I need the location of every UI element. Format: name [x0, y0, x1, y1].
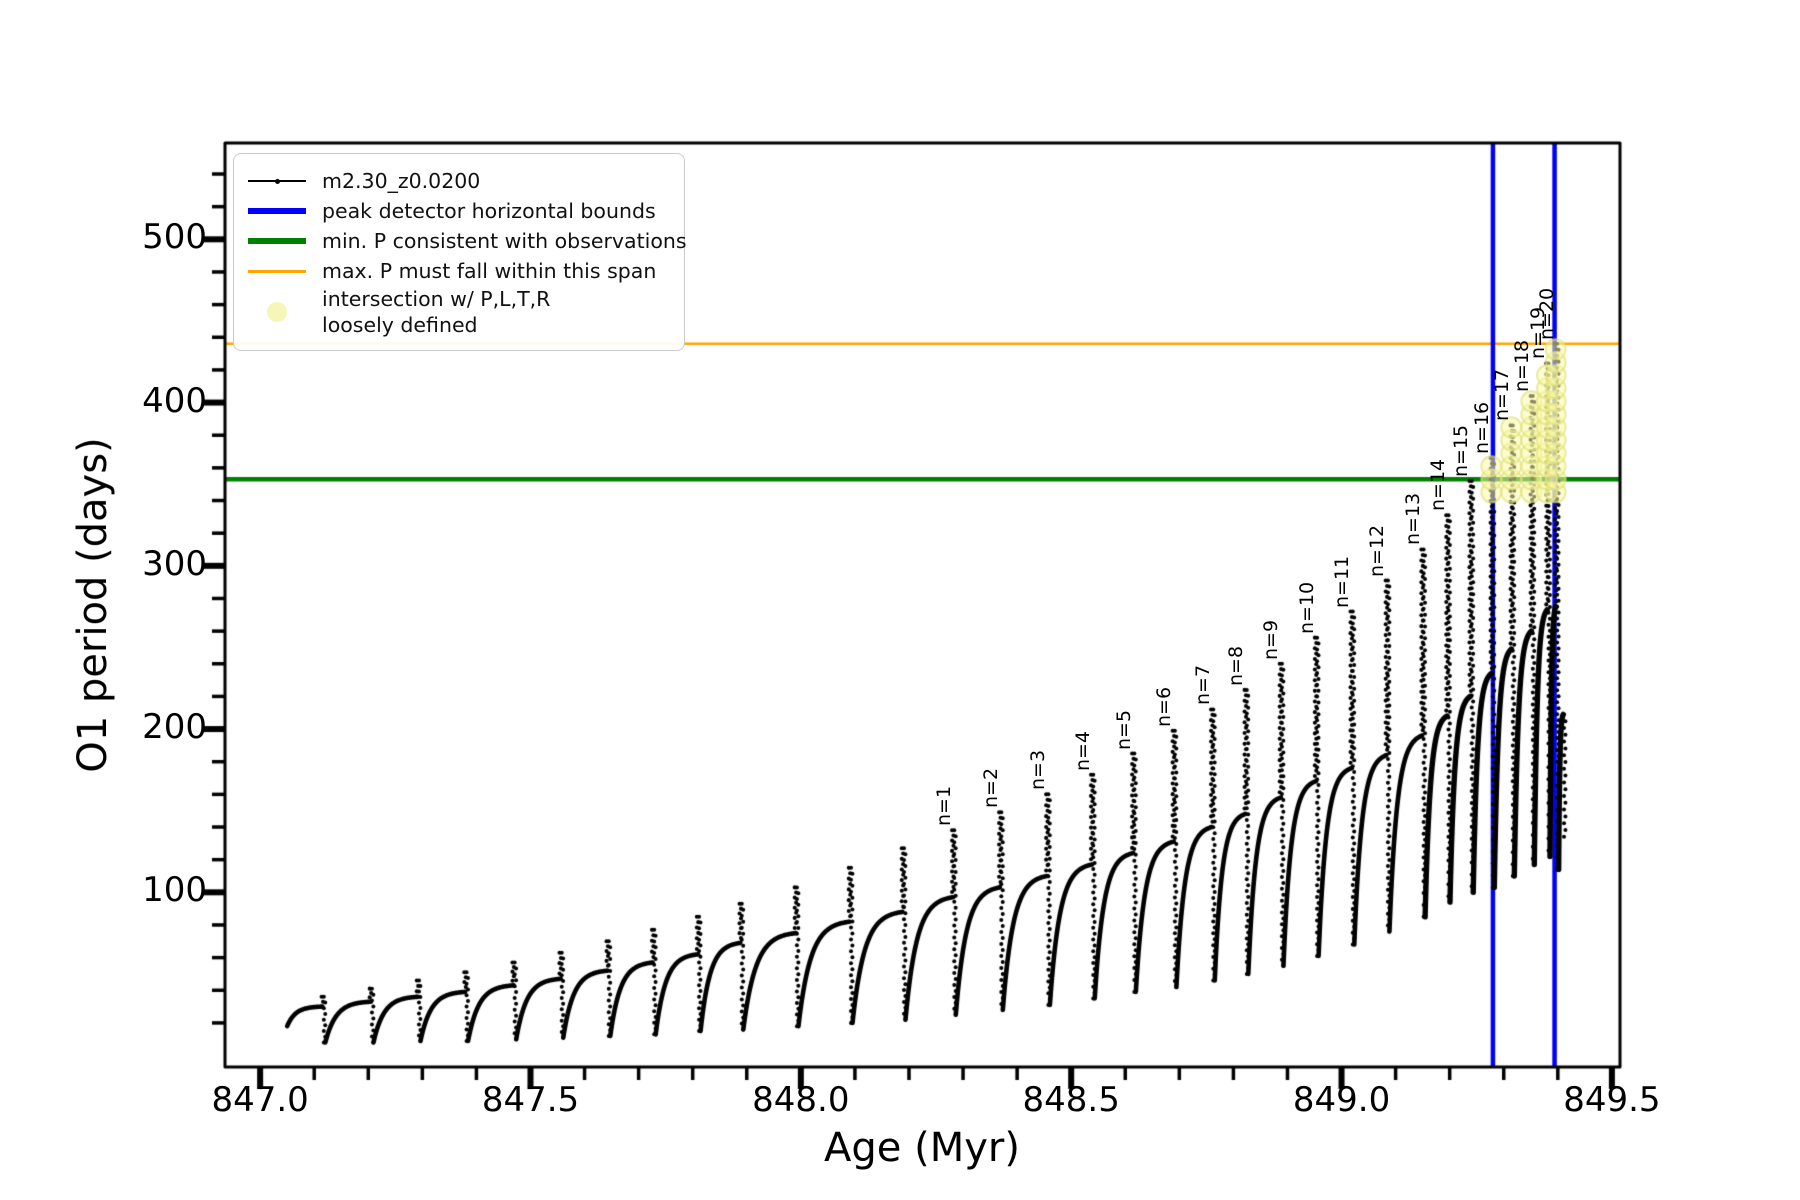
- peak-label-n10: n=10: [1295, 581, 1318, 634]
- peak-label-n2: n=2: [979, 768, 1002, 809]
- x-tick-label: 848.5: [1022, 1080, 1120, 1120]
- orange-line-icon: [248, 269, 306, 273]
- peak-label-n15: n=15: [1450, 424, 1473, 477]
- x-tick-label: 847.0: [211, 1080, 309, 1120]
- peak-label-n12: n=12: [1366, 524, 1389, 577]
- y-tick-label: 300: [142, 543, 207, 584]
- blue-line-icon: [248, 208, 306, 214]
- peak-label-n8: n=8: [1225, 645, 1248, 686]
- green-line-icon: [248, 238, 306, 244]
- legend-label: min. P consistent with observations: [322, 229, 687, 253]
- legend-label: intersection w/ P,L,T,R loosely defined: [322, 287, 551, 337]
- x-tick-label: 847.5: [481, 1080, 580, 1120]
- legend-entry-min-p: min. P consistent with observations: [248, 226, 687, 256]
- legend-entry-intersection: intersection w/ P,L,T,R loosely defined: [248, 286, 670, 338]
- legend-label: peak detector horizontal bounds: [322, 199, 656, 223]
- peak-label-n14: n=14: [1426, 459, 1449, 512]
- peak-label-n17: n=17: [1491, 369, 1514, 422]
- x-tick-label: 849.5: [1563, 1080, 1661, 1120]
- peak-label-n20: n=20: [1535, 287, 1558, 340]
- legend-label: m2.30_z0.0200: [322, 169, 481, 193]
- peak-label-n13: n=13: [1402, 493, 1425, 546]
- x-tick-label: 849.0: [1292, 1080, 1391, 1120]
- y-tick-label: 100: [142, 870, 207, 911]
- peak-label-n9: n=9: [1260, 619, 1283, 660]
- legend-entry-max-p: max. P must fall within this span: [248, 256, 670, 286]
- peak-label-n11: n=11: [1331, 555, 1354, 608]
- x-axis-label: Age (Myr): [824, 1125, 1020, 1171]
- legend-entry-peak-bounds: peak detector horizontal bounds: [248, 196, 670, 226]
- peak-label-n6: n=6: [1153, 686, 1176, 727]
- peak-label-n7: n=7: [1191, 665, 1214, 706]
- series-line-icon: [248, 178, 306, 184]
- y-tick-label: 500: [142, 217, 207, 258]
- peak-label-n16: n=16: [1471, 401, 1494, 455]
- legend-entry-series: m2.30_z0.0200: [248, 166, 670, 196]
- peak-label-n3: n=3: [1026, 750, 1049, 791]
- x-tick-label: 848.0: [752, 1080, 850, 1120]
- peak-label-n1: n=1: [932, 786, 955, 827]
- legend: m2.30_z0.0200 peak detector horizontal b…: [233, 153, 687, 351]
- peak-label-n4: n=4: [1071, 730, 1094, 771]
- yellow-circle-icon: [248, 302, 306, 322]
- legend-label: max. P must fall within this span: [322, 259, 657, 283]
- y-tick-label: 200: [142, 707, 207, 748]
- y-tick-label: 400: [142, 380, 207, 421]
- peak-label-n5: n=5: [1112, 709, 1135, 750]
